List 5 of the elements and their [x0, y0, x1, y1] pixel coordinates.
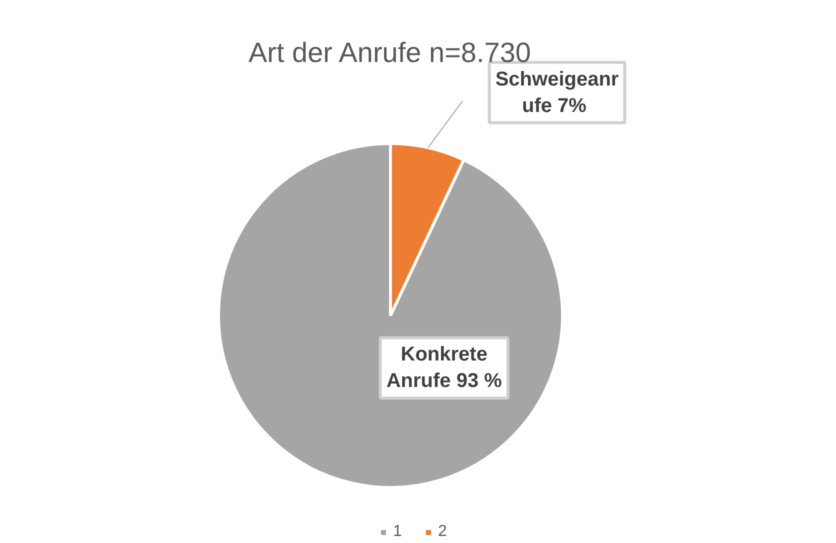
- data-label: Konkrete Anrufe 93 %: [386, 344, 502, 392]
- legend-label: 2: [438, 523, 448, 541]
- legend-label: 1: [393, 523, 403, 541]
- data-label: Schweigeanr ufe 7%: [495, 68, 619, 117]
- chart-title: Art der Anrufe n=8.730: [248, 37, 531, 68]
